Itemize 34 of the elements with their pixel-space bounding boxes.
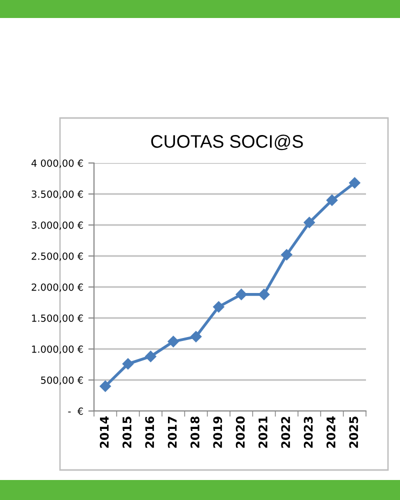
x-tick-label: 2014 [100, 416, 109, 448]
point [100, 380, 111, 392]
x-tick-label: 2023 [304, 416, 313, 448]
point [168, 336, 179, 348]
x-tick-label: 2018 [190, 416, 200, 448]
point [236, 288, 247, 300]
x-tick-label: 2022 [281, 416, 290, 448]
point [326, 194, 338, 206]
x-tick-label: 2024 [326, 416, 336, 448]
point [213, 301, 224, 312]
point [281, 249, 292, 260]
chart-title: CUOTAS SOCI@S [151, 134, 303, 150]
x-tick-label: 2019 [213, 416, 222, 448]
point [145, 350, 156, 362]
y-tick-label: 500,00 € [41, 376, 83, 385]
y-tick-label: 2.000,00 € [32, 283, 83, 292]
x-tick-label: 2020 [236, 416, 245, 448]
x-tick-label: 2021 [258, 416, 268, 448]
x-tick-label: 2017 [168, 416, 177, 448]
y-tick-label: 3.000,00 € [32, 221, 83, 230]
point [122, 358, 134, 370]
y-tick-label: 4 000,00 € [31, 159, 83, 168]
point [190, 330, 202, 342]
y-tick-label: 1.000,00 € [32, 345, 83, 354]
y-tick-label: 2.500,00 € [32, 252, 83, 261]
point [304, 216, 315, 228]
x-tick-label: 2015 [122, 416, 132, 448]
y-tick-label: - € [68, 407, 83, 415]
x-tick-label: 2025 [349, 416, 358, 448]
y-tick-label: 3.500,00 € [32, 190, 83, 199]
point [258, 288, 270, 300]
point [349, 177, 360, 188]
x-tick-label: 2016 [145, 416, 154, 448]
y-tick-label: 1.500,00 € [32, 314, 83, 323]
